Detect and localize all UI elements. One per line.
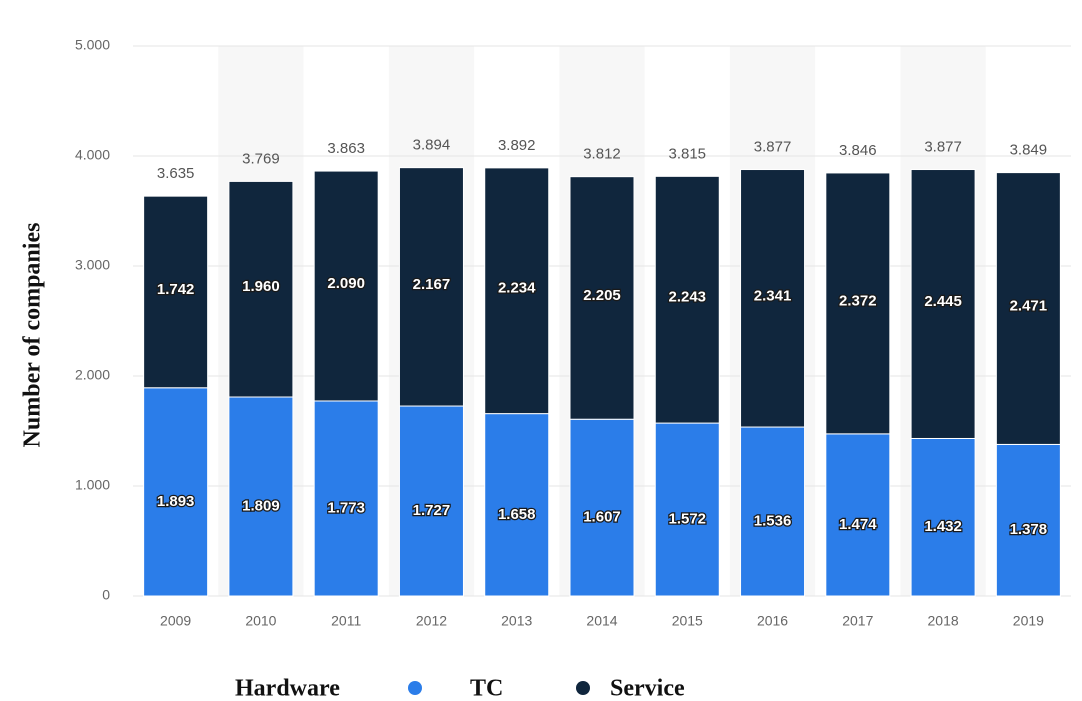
legend-marker [408,681,422,695]
total-label: 3.769 [242,150,280,167]
data-label: 1.773 [327,499,365,516]
y-axis-label: Number of companies [20,223,46,448]
data-label: 2.090 [327,275,365,292]
data-label: 2.471 [1010,297,1048,314]
x-tick-label: 2019 [1013,613,1044,629]
data-label: 1.893 [157,493,195,510]
data-label: 1.658 [498,506,536,523]
bar-segment [910,437,976,597]
bar-segment [995,443,1061,597]
bar-segment [825,172,891,435]
total-label: 3.846 [839,142,877,159]
x-tick-label: 2011 [331,613,361,629]
bar-segment [143,195,209,389]
x-tick-label: 2018 [928,613,959,629]
data-label: 2.205 [583,287,621,304]
bar-segment [654,175,720,424]
data-label: 1.727 [413,502,451,519]
x-tick-label: 2010 [245,613,276,629]
legend-label: Service [610,676,685,701]
total-label: 3.815 [668,145,706,162]
bar-segment [398,405,464,597]
bar-segment [143,387,209,597]
data-label: 1.607 [583,509,621,526]
data-label: 2.372 [839,292,877,309]
x-tick-label: 2016 [757,613,788,629]
legend-marker [576,681,590,695]
bar-segment [740,169,806,428]
y-tick-label: 3.000 [75,257,110,273]
bar-segment [569,176,635,420]
data-label: 1.809 [242,497,280,514]
data-label: 1.572 [668,511,706,528]
bar-segment [484,167,550,415]
y-tick-label: 1.000 [75,477,110,493]
bar-segment [995,172,1061,445]
data-label: 1.474 [839,516,877,533]
legend-label: TC [470,676,503,701]
bar-segment [228,180,294,398]
x-tick-label: 2015 [672,613,703,629]
data-label: 2.445 [924,293,962,310]
bar-segment [740,426,806,597]
x-tick-label: 2012 [416,613,447,629]
x-tick-label: 2014 [586,613,617,629]
data-label: 1.432 [924,518,962,535]
data-label: 2.341 [754,287,792,304]
x-tick-label: 2017 [842,613,873,629]
x-tick-label: 2009 [160,613,191,629]
data-label: 2.167 [413,276,451,293]
total-label: 3.877 [754,138,792,155]
data-label: 2.243 [668,289,706,306]
bar-segment [825,433,891,597]
data-label: 1.378 [1010,521,1048,538]
bar-segment [910,169,976,439]
data-label: 1.960 [242,278,280,295]
bar-segment [398,167,464,407]
total-label: 3.894 [413,137,451,154]
legend-title: Hardware [235,676,340,701]
total-label: 3.877 [924,138,962,155]
data-label: 1.536 [754,512,792,529]
x-tick-label: 2013 [501,613,532,629]
total-label: 3.812 [583,146,621,163]
total-label: 3.849 [1010,142,1048,159]
total-label: 3.892 [498,137,536,154]
total-label: 3.635 [157,165,195,182]
y-tick-label: 5.000 [75,37,110,53]
bar-segment [313,170,379,402]
data-label: 1.742 [157,281,195,298]
bar-segment [313,400,379,597]
y-tick-label: 0 [102,587,110,603]
y-tick-label: 4.000 [75,147,110,163]
data-label: 2.234 [498,280,536,297]
bar-segment [484,413,550,597]
y-tick-label: 2.000 [75,367,110,383]
total-label: 3.863 [327,140,365,157]
